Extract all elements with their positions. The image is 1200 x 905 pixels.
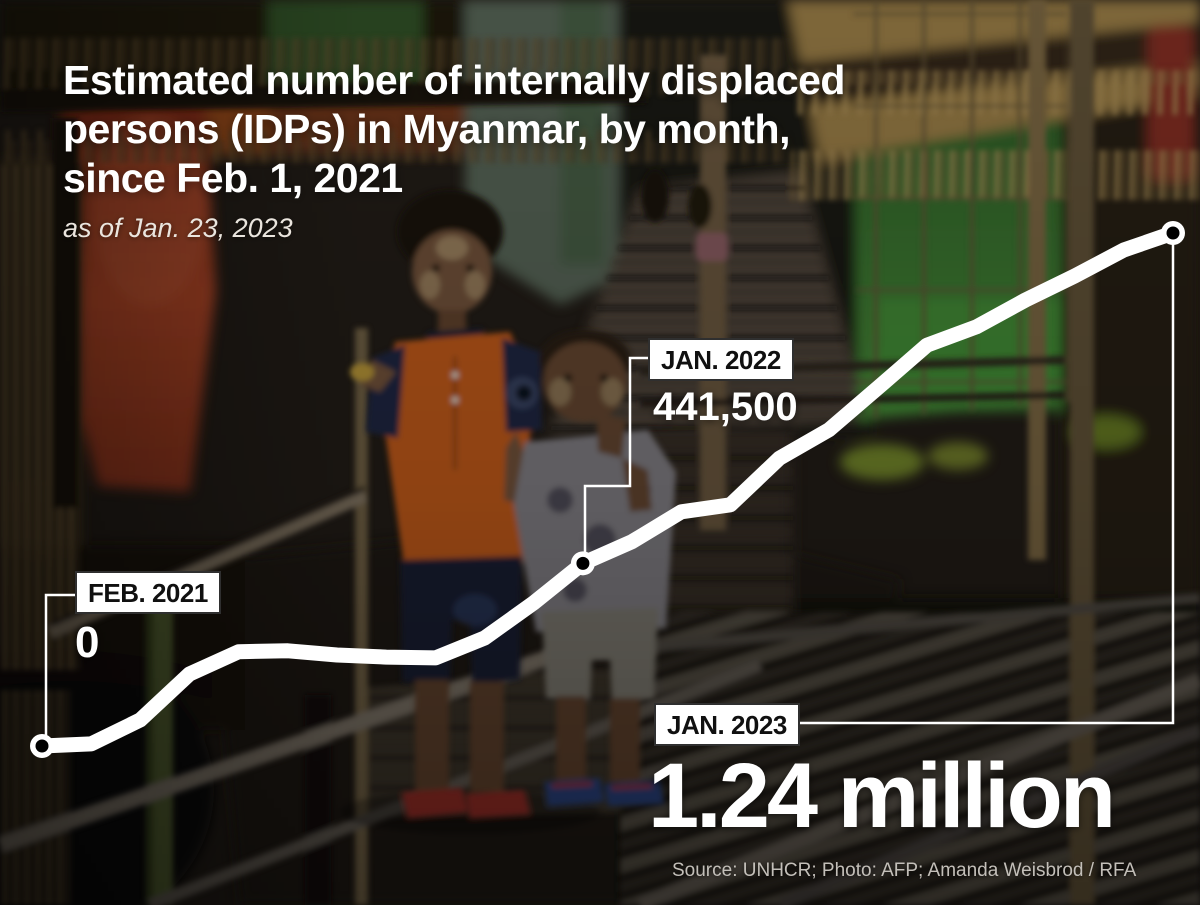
chart-title-line-2: persons (IDPs) in Myanmar, by month, (63, 106, 790, 152)
annotation-jan-2022: JAN. 2022 441,500 (648, 338, 798, 430)
connector-feb-2021 (44, 593, 77, 746)
connector-jan-2023 (781, 242, 1175, 725)
connector-lines (44, 242, 1175, 746)
connector-jan-2022 (583, 356, 650, 560)
annotation-feb-2021-value: 0 (75, 618, 100, 667)
header: Estimated number of internally displaced… (63, 56, 845, 244)
idp-trend-line (34, 225, 1181, 754)
chart-title-line-1: Estimated number of internally displaced (63, 57, 845, 103)
source-credit: Source: UNHCR; Photo: AFP; Amanda Weisbr… (672, 860, 1137, 881)
annotation-jan-2022-value: 441,500 (653, 385, 798, 429)
chart-title-line-3: since Feb. 1, 2021 (63, 155, 403, 201)
chart-subtitle: as of Jan. 23, 2023 (63, 213, 293, 243)
annotation-jan-2023-value: 1.24 million (648, 745, 1116, 847)
annotation-jan-2023-label: JAN. 2023 (654, 703, 800, 746)
annotation-feb-2021: FEB. 2021 0 (75, 571, 221, 668)
data-point-markers (30, 221, 1185, 758)
data-point-dot (576, 556, 590, 570)
data-point-dot (1166, 226, 1180, 240)
data-point-dot (35, 739, 49, 753)
annotation-jan-2022-label: JAN. 2022 (648, 338, 794, 381)
annotation-jan-2023: JAN. 2023 1.24 million (648, 703, 1116, 845)
annotation-feb-2021-label: FEB. 2021 (75, 571, 221, 614)
